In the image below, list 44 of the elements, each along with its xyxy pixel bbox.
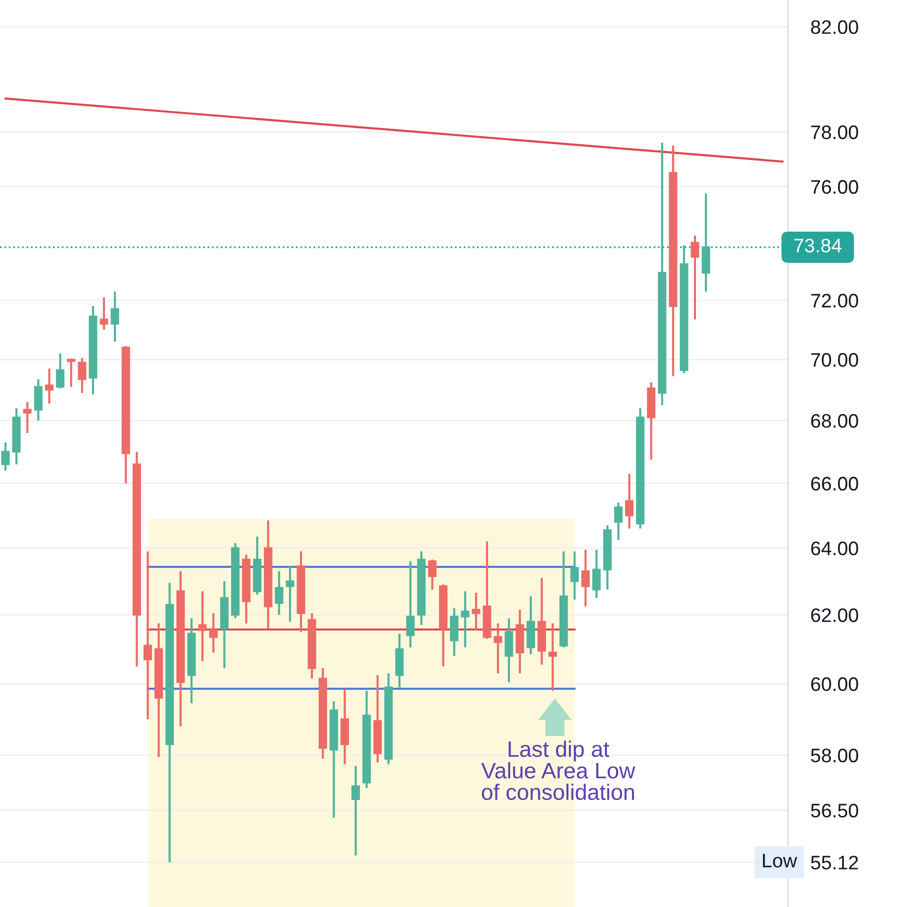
annotation: Last dip at Value Area Low of consolidation — [481, 740, 636, 800]
candlestick — [581, 548, 590, 608]
candlestick — [100, 296, 108, 331]
candlestick — [450, 607, 458, 658]
y-tick-label: 64.00 — [811, 542, 858, 556]
ref-line-label: 73.84 — [794, 238, 842, 252]
candlestick — [460, 590, 470, 648]
candlestick — [494, 622, 502, 674]
candlestick — [78, 357, 86, 394]
candlestick — [34, 378, 43, 422]
y-tick-label: 76.00 — [811, 180, 858, 194]
candlestick — [406, 560, 415, 648]
y-tick-label: 55.12 — [811, 856, 858, 870]
candlestick — [110, 290, 120, 343]
y-tick-label: 78.00 — [811, 125, 858, 140]
annotation: Low — [763, 854, 798, 868]
candlestick — [614, 502, 623, 541]
candlestick — [351, 764, 360, 856]
candlestick — [625, 472, 634, 530]
candlestick — [209, 612, 218, 654]
candlestick — [66, 358, 76, 388]
candlestick — [592, 548, 601, 599]
candlestick — [472, 592, 480, 632]
y-tick-label: 68.00 — [811, 414, 858, 428]
candlestick — [570, 550, 579, 601]
candlestick — [1, 441, 10, 472]
y-tick-label: 66.00 — [811, 476, 858, 491]
y-tick-label: 60.00 — [811, 677, 858, 692]
y-tick-label: 70.00 — [811, 353, 858, 367]
candlestick — [428, 558, 437, 591]
candlestick — [23, 401, 32, 434]
candlestick — [690, 234, 700, 320]
y-tick-label: 72.00 — [811, 294, 858, 308]
candlestick — [274, 570, 284, 616]
candlestick — [286, 565, 294, 623]
candlestick — [56, 352, 64, 390]
y-tick-label: 62.00 — [811, 608, 858, 622]
candlestick — [144, 550, 152, 720]
y-tick-label: 58.00 — [811, 748, 858, 762]
y-tick-label: 56.50 — [811, 804, 858, 818]
candlestick — [198, 590, 207, 662]
candlestick — [548, 622, 557, 692]
y-tick-label: 82.00 — [811, 20, 858, 34]
candlestick — [45, 368, 54, 405]
